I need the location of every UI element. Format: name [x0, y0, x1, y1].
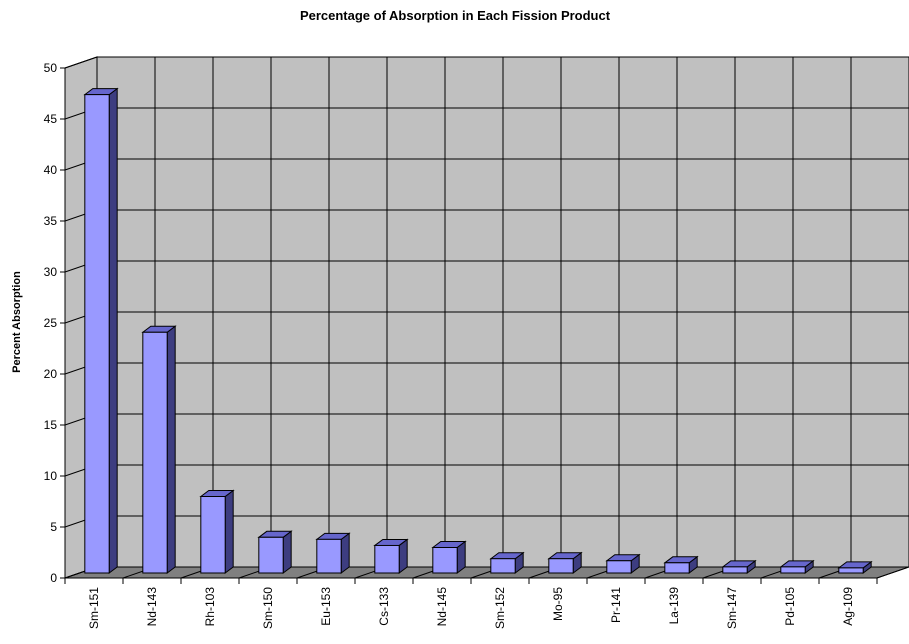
bar-side [166, 325, 176, 574]
bar-side [282, 530, 292, 574]
x-tick-label: Sm-152 [493, 587, 507, 629]
y-tick-label: 5 [50, 520, 57, 534]
floor-gridline [876, 566, 909, 579]
y-tick-label: 15 [44, 418, 58, 432]
x-tick-label: Sm-147 [725, 587, 739, 629]
x-tick-label: Ag-109 [841, 587, 855, 626]
y-tick-label: 30 [44, 265, 58, 279]
x-tick-label: Pd-105 [783, 587, 797, 626]
y-tick-label: 10 [44, 469, 58, 483]
x-tick-label: Mo-95 [551, 587, 565, 621]
bar [780, 566, 806, 574]
x-tick-label: Pr-141 [609, 587, 623, 623]
bar [490, 558, 516, 574]
x-tick-label: Sm-150 [261, 587, 275, 629]
bar [722, 566, 748, 574]
x-tick-label: Nd-143 [145, 587, 159, 627]
y-tick-label: 45 [44, 112, 58, 126]
y-tick-label: 35 [44, 214, 58, 228]
chart-title: Percentage of Absorption in Each Fission… [300, 8, 611, 23]
bar [606, 560, 632, 574]
x-tick-label: Eu-153 [319, 587, 333, 626]
bar-side [224, 489, 234, 574]
plot-area: 0 5 10 15 20 25 30 35 40 45 50 Sm-151 Nd-143 Rh-103 Sm… [44, 56, 909, 629]
bar [316, 538, 342, 574]
x-tick-label: Nd-145 [435, 587, 449, 627]
bar [200, 496, 226, 574]
y-tick-label: 0 [50, 571, 57, 585]
x-tick-label: Rh-103 [203, 587, 217, 627]
x-tick-label: Cs-133 [377, 587, 391, 626]
bar [374, 544, 400, 574]
bar [432, 547, 458, 574]
y-tick-label: 20 [44, 367, 58, 381]
bar-side [108, 87, 118, 574]
bar [84, 94, 110, 574]
y-tick-label: 40 [44, 163, 58, 177]
bar-side [340, 532, 350, 574]
bar [258, 536, 284, 574]
bar [548, 558, 574, 574]
y-tick-label: 25 [44, 316, 58, 330]
bar [664, 562, 690, 574]
y-tick-label: 50 [44, 61, 58, 75]
bar [838, 567, 864, 574]
bar [142, 331, 168, 574]
x-tick-label: La-139 [667, 587, 681, 625]
x-tick-label: Sm-151 [87, 587, 101, 629]
y-axis-label: Percent Absorption [11, 271, 23, 373]
